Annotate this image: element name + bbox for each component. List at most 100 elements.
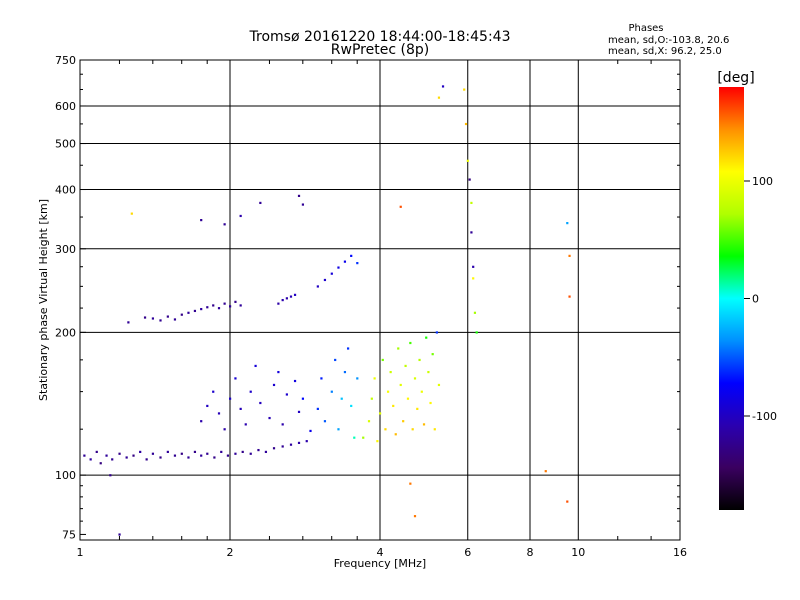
data-point [111, 458, 114, 461]
data-point [234, 300, 237, 303]
data-point [272, 447, 276, 450]
data-point [305, 440, 308, 443]
data-point [241, 450, 244, 454]
data-point [431, 353, 434, 356]
data-point [441, 85, 445, 88]
data-point [343, 260, 347, 263]
data-point [272, 383, 276, 387]
data-point [239, 214, 242, 218]
data-point [239, 407, 242, 410]
data-point [118, 452, 121, 455]
colorbar-label: [deg] [717, 70, 754, 86]
data-point [337, 266, 340, 269]
x-tick-label: 1 [77, 546, 84, 559]
data-point [127, 321, 130, 324]
data-point [277, 370, 280, 374]
data-point [180, 313, 183, 316]
data-point [234, 377, 237, 380]
data-point [353, 436, 356, 439]
data-point [475, 331, 478, 334]
data-point [429, 401, 432, 405]
data-point [544, 470, 547, 473]
data-point [346, 347, 350, 350]
data-point [394, 433, 397, 436]
data-point [334, 358, 337, 362]
chart-title: Tromsø 20161220 18:44:00-18:45:43 [249, 29, 511, 45]
y-tick-label: 75 [62, 528, 76, 541]
data-point [281, 298, 284, 302]
y-axis-ticks: 75 100 200 300 400 500 600 750 [55, 54, 680, 541]
data-point [384, 428, 387, 431]
data-point [145, 458, 148, 461]
data-point [435, 331, 438, 334]
phases-title: Phases [628, 23, 663, 34]
data-point [257, 448, 260, 452]
data-point [411, 428, 414, 431]
data-point [293, 379, 297, 383]
data-point [95, 450, 98, 454]
x-tick-label: 10 [571, 546, 585, 559]
data-point [367, 420, 371, 423]
data-point [340, 397, 343, 400]
data-point [105, 454, 108, 457]
data-point [392, 404, 395, 408]
data-point [397, 347, 400, 350]
data-point [463, 88, 466, 91]
y-tick-label: 300 [55, 243, 76, 256]
data-point [381, 358, 384, 362]
x-tick-label: 6 [464, 546, 471, 559]
data-point [83, 454, 86, 457]
data-point [316, 407, 319, 410]
data-point [206, 452, 209, 455]
data-point [297, 194, 301, 197]
data-point [472, 277, 475, 280]
data-point [399, 383, 402, 387]
data-point [568, 295, 571, 298]
data-point [356, 262, 359, 265]
data-point [285, 297, 288, 300]
data-point [200, 454, 203, 457]
data-point [193, 450, 197, 454]
data-point [350, 254, 353, 257]
data-point [356, 377, 359, 380]
data-point [433, 428, 436, 431]
data-point [566, 500, 569, 503]
data-point [125, 456, 128, 459]
colorbar-tick-label: 0 [752, 293, 759, 306]
data-point [343, 370, 347, 374]
colorbar-tick-label: 100 [752, 175, 773, 188]
data-point [413, 377, 417, 380]
data-point [277, 302, 280, 305]
data-point [470, 231, 473, 234]
data-point [229, 305, 232, 308]
data-point [180, 452, 183, 455]
data-point [173, 454, 177, 457]
data-point [427, 370, 430, 374]
data-point [226, 454, 230, 457]
data-point [239, 304, 242, 307]
y-axis-label: Stationary phase Virtual Height [km] [37, 199, 50, 401]
y-tick-label: 400 [55, 184, 76, 197]
data-point [259, 401, 262, 405]
data-point [220, 450, 223, 454]
data-points [83, 85, 571, 536]
y-tick-label: 200 [55, 326, 76, 339]
data-point [213, 456, 216, 459]
x-tick-label: 16 [673, 546, 687, 559]
data-point [223, 223, 226, 226]
data-point [409, 482, 412, 485]
data-point [109, 474, 112, 477]
data-point [379, 412, 382, 415]
data-point [362, 436, 365, 439]
data-point [143, 316, 147, 319]
data-point [370, 397, 373, 400]
data-point [285, 393, 288, 396]
y-tick-label: 750 [55, 54, 76, 67]
data-point [254, 364, 257, 368]
data-point [301, 397, 305, 400]
x-tick-label: 8 [527, 546, 534, 559]
y-tick-label: 500 [55, 138, 76, 151]
data-point [323, 420, 327, 423]
data-point [187, 456, 190, 459]
